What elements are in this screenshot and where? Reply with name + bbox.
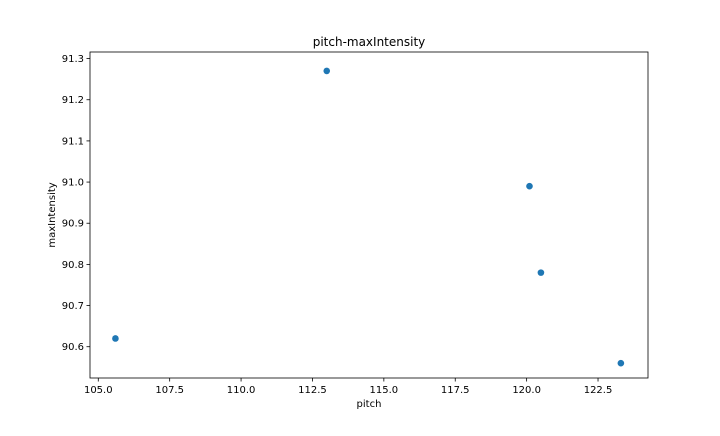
y-tick-label: 90.9 xyxy=(62,219,84,230)
y-tick-label: 90.6 xyxy=(62,342,84,353)
x-axis-label: pitch xyxy=(357,399,382,410)
x-tick-label: 105.0 xyxy=(84,385,113,396)
plot-area-frame xyxy=(89,51,649,379)
y-tick-label: 91.0 xyxy=(62,178,84,189)
y-tick-label: 91.2 xyxy=(62,95,84,106)
y-tick-label: 90.7 xyxy=(62,301,84,312)
y-axis-label: maxIntensity xyxy=(47,182,58,247)
scatter-point xyxy=(323,67,331,75)
chart-title: pitch-maxIntensity xyxy=(313,35,426,49)
x-tick-label: 120.0 xyxy=(512,385,541,396)
scatter-point xyxy=(617,359,625,367)
x-tick-label: 110.0 xyxy=(227,385,256,396)
y-tick-label: 90.8 xyxy=(62,260,84,271)
x-tick-label: 112.5 xyxy=(298,385,327,396)
x-tick-label: 115.0 xyxy=(370,385,399,396)
data-points xyxy=(112,67,625,367)
x-tick-label: 107.5 xyxy=(155,385,184,396)
x-tick-label: 117.5 xyxy=(441,385,470,396)
x-axis-ticks: 105.0 107.5 110.0 112.5 115.0 117.5 120.0 122.5 xyxy=(84,378,612,396)
scatter-point xyxy=(526,182,533,190)
x-tick-label: 122.5 xyxy=(584,385,613,396)
y-axis-ticks: 90.6 90.7 90.8 90.9 91.0 91.1 91.2 91.3 xyxy=(62,54,90,353)
scatter-point xyxy=(537,269,545,276)
y-tick-label: 91.1 xyxy=(62,136,84,147)
scatter-point xyxy=(112,335,119,342)
y-tick-label: 91.3 xyxy=(62,54,84,65)
